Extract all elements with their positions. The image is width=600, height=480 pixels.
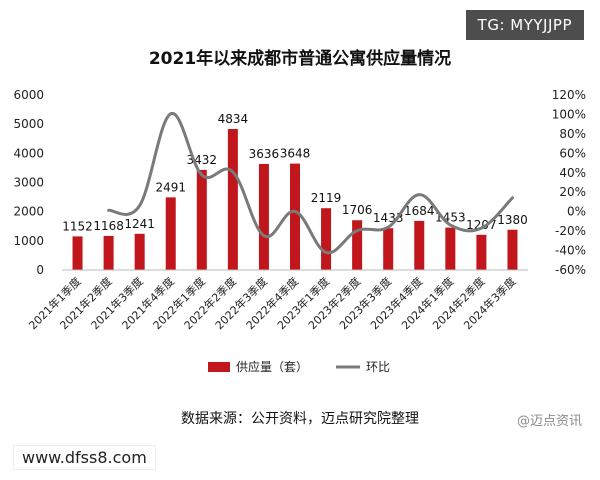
bar-value-label: 3648 (280, 147, 311, 161)
bar-value-label: 1453 (435, 211, 466, 225)
y-right-tick-label: -60% (555, 263, 586, 277)
y-left-tick-label: 4000 (13, 146, 44, 160)
bar-value-label: 2119 (311, 191, 342, 205)
bar (321, 208, 332, 270)
y-left-tick-label: 1000 (13, 234, 44, 248)
legend-swatch-bar (208, 362, 230, 372)
bar-value-label: 4834 (218, 112, 249, 126)
bar (165, 197, 176, 270)
y-right-tick-label: -40% (555, 244, 586, 258)
series-line (107, 112, 514, 255)
y-left-tick-label: 2000 (13, 205, 44, 219)
bar (352, 220, 363, 270)
bar-value-label: 1706 (342, 203, 373, 217)
bar (72, 236, 83, 270)
bar (258, 163, 269, 270)
y-right-tick-label: 20% (559, 185, 586, 199)
y-right-tick-label: 60% (559, 146, 586, 160)
bar-value-label: 1380 (497, 213, 528, 227)
y-left-tick-label: 0 (36, 263, 44, 277)
y-left-tick-label: 3000 (13, 176, 44, 190)
y-right-tick-label: 120% (552, 88, 586, 102)
bar-value-label: 1241 (124, 217, 155, 231)
legend-label-line: 环比 (366, 360, 390, 374)
y-left-tick-label: 6000 (13, 88, 44, 102)
bar (103, 235, 114, 270)
bar-value-label: 2491 (155, 180, 186, 194)
site-url: www.dfss8.com (14, 446, 155, 469)
bar (196, 169, 207, 270)
bar (414, 220, 425, 270)
bar-value-label: 1152 (62, 219, 93, 233)
bar (445, 227, 456, 270)
bar (227, 129, 238, 270)
y-left-tick-label: 5000 (13, 117, 44, 131)
legend-label-bar: 供应量（套） (236, 359, 308, 374)
bar (290, 163, 300, 270)
watermark-tag: TG: MYYJJPP (465, 10, 584, 40)
y-right-tick-label: 80% (559, 127, 586, 141)
bar-value-label: 1168 (93, 219, 124, 233)
y-right-tick-label: -20% (555, 224, 586, 238)
y-right-tick-label: 40% (559, 166, 586, 180)
bar-value-label: 3636 (249, 147, 280, 161)
brand-mark: @迈点资讯 (516, 414, 582, 429)
bar (476, 234, 487, 270)
bar (134, 233, 145, 270)
y-right-tick-label: 100% (552, 107, 586, 121)
source-note: 数据来源：公开资料，迈点研究院整理 (181, 411, 419, 427)
chart-title: 2021年以来成都市普通公寓供应量情况 (148, 49, 452, 69)
bar-value-label: 1684 (404, 204, 435, 218)
bar (507, 229, 518, 270)
bar (383, 228, 394, 270)
y-right-tick-label: 0% (567, 205, 586, 219)
